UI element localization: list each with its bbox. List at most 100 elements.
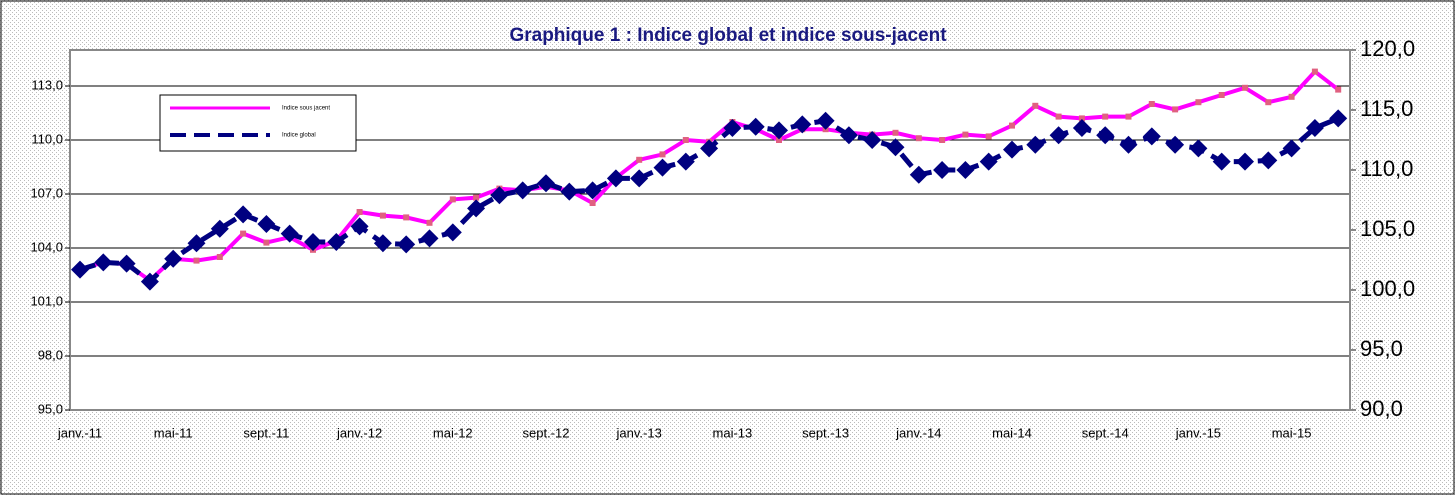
point-marker [606, 169, 625, 188]
series-layer [71, 68, 1348, 291]
point-marker [1055, 113, 1062, 120]
point-marker [1212, 152, 1231, 171]
x-tick-label: sept.-14 [1082, 425, 1129, 440]
y-tick-label: 113,0 [31, 77, 63, 92]
point-marker [1265, 99, 1272, 106]
point-marker [1125, 113, 1132, 120]
point-marker [490, 186, 509, 205]
point-marker [770, 121, 788, 140]
point-marker [373, 234, 392, 253]
y-tick-label: 95,0 [38, 401, 63, 416]
point-marker [1218, 92, 1225, 98]
x-tick-label: janv.-13 [616, 425, 662, 440]
point-marker [94, 253, 113, 272]
point-marker [793, 115, 812, 134]
point-marker [280, 224, 299, 243]
y2-tick-label: 115,0 [1360, 96, 1413, 121]
point-marker [1242, 84, 1248, 91]
y2-tick-label: 120,0 [1360, 36, 1415, 61]
point-marker [1311, 68, 1318, 75]
y-tick-label: 107,0 [30, 185, 63, 200]
y-tick-label: 110,0 [31, 131, 63, 146]
point-marker [356, 209, 363, 215]
point-marker [1148, 101, 1155, 107]
legend-label: Indice global [282, 133, 316, 139]
x-tick-label: sept.-11 [243, 425, 289, 440]
x-tick-label: mai-14 [992, 425, 1032, 440]
point-marker [327, 233, 346, 251]
point-marker [1078, 115, 1085, 122]
point-marker [630, 169, 649, 188]
point-marker [403, 214, 410, 221]
x-tick-label: mai-11 [154, 425, 193, 440]
point-marker [723, 119, 742, 137]
point-marker [1189, 139, 1208, 158]
point-marker [659, 151, 666, 158]
point-marker [117, 254, 136, 273]
point-marker [746, 117, 765, 136]
y2-tick-label: 105,0 [1360, 216, 1415, 241]
point-marker [560, 182, 579, 201]
point-marker [1026, 135, 1045, 154]
point-marker [915, 135, 922, 142]
point-marker [589, 200, 596, 206]
point-marker [962, 131, 969, 138]
point-marker [449, 196, 456, 203]
point-marker [1102, 113, 1109, 120]
point-marker [1259, 151, 1278, 170]
legend [159, 94, 357, 152]
x-tick-label: janv.-11 [57, 425, 102, 440]
point-marker [234, 205, 253, 224]
point-marker [985, 133, 992, 140]
point-marker [1335, 86, 1342, 93]
x-tick-label: sept.-13 [802, 425, 849, 440]
point-marker [1072, 119, 1091, 137]
point-marker [886, 138, 905, 157]
x-tick-label: mai-13 [713, 425, 753, 440]
point-marker [537, 174, 555, 193]
point-marker [1009, 122, 1015, 129]
point-marker [1288, 93, 1295, 100]
point-marker [210, 219, 229, 238]
point-marker [583, 181, 602, 200]
chart-title: Graphique 1 : Indice global et indice so… [509, 25, 947, 46]
point-marker [1236, 152, 1254, 171]
point-marker [240, 230, 247, 237]
point-marker [350, 217, 369, 236]
point-marker [257, 215, 276, 233]
point-marker [187, 234, 206, 253]
point-marker [939, 137, 946, 143]
x-tick-label: mai-15 [1272, 425, 1312, 440]
y-tick-label: 101,0 [30, 293, 63, 308]
point-marker [467, 199, 486, 218]
y2-tick-label: 90,0 [1360, 396, 1403, 421]
legend-label: Indice sous jacent [282, 106, 330, 112]
point-marker [909, 165, 928, 184]
y-tick-label: 98,0 [38, 347, 63, 362]
point-marker [513, 181, 532, 200]
point-marker [776, 137, 782, 143]
point-marker [71, 260, 89, 279]
point-marker [193, 257, 200, 264]
point-marker [304, 233, 322, 251]
x-tick-label: janv.-15 [1175, 425, 1221, 440]
point-marker [700, 139, 719, 158]
point-marker [956, 161, 975, 179]
point-marker [1195, 99, 1202, 106]
x-tick-label: sept.-12 [523, 425, 570, 440]
point-marker [933, 161, 952, 179]
point-marker [863, 131, 882, 149]
point-marker [1282, 139, 1301, 158]
point-marker [379, 212, 386, 219]
point-marker [263, 239, 270, 246]
point-marker [164, 249, 183, 268]
point-marker [426, 219, 433, 226]
y2-tick-label: 100,0 [1360, 276, 1415, 301]
point-marker [1172, 106, 1179, 113]
point-marker [653, 158, 672, 177]
point-marker [816, 111, 835, 130]
point-marker [682, 137, 689, 143]
point-marker [1049, 126, 1068, 145]
y2-tick-label: 95,0 [1360, 336, 1403, 361]
